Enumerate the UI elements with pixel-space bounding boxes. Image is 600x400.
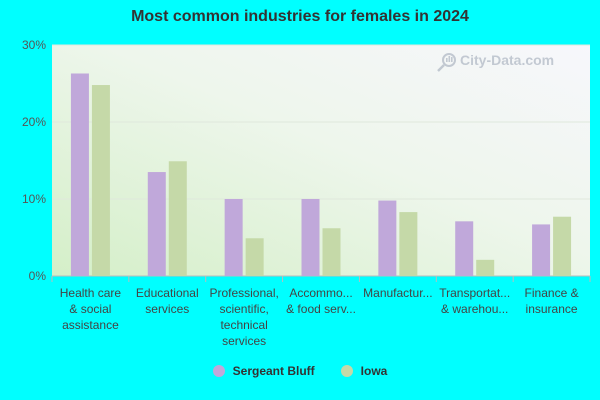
bar-sergeant-bluff — [224, 199, 243, 276]
y-tick-label: 10% — [22, 192, 46, 206]
bar-iowa — [553, 216, 572, 276]
bar-sergeant-bluff — [455, 221, 474, 276]
legend-item-sergeant-bluff: Sergeant Bluff — [212, 364, 315, 378]
bar-iowa — [91, 85, 110, 276]
y-tick-label: 20% — [22, 115, 46, 129]
chart-title: Most common industries for females in 20… — [131, 8, 469, 25]
x-tick-label: Health care — [60, 286, 122, 300]
watermark-logo: City-Data.com — [437, 52, 554, 72]
x-tick-label: services — [222, 334, 266, 348]
x-tick-label: services — [145, 302, 189, 316]
bar-sergeant-bluff — [147, 172, 166, 276]
bars — [70, 73, 572, 277]
x-tick-label: assistance — [62, 318, 119, 332]
bar-iowa — [476, 259, 495, 276]
x-tick-label: & social — [69, 302, 111, 316]
y-tick-labels: 0% 10% 20% 30% — [22, 38, 46, 283]
x-tick-label: Educational — [136, 286, 199, 300]
x-tick-label: Finance & — [525, 286, 579, 300]
y-tick-label: 30% — [22, 38, 46, 52]
x-tick-label: Professional, — [209, 286, 278, 300]
x-tick-label: insurance — [526, 302, 578, 316]
y-tick-label: 0% — [29, 269, 47, 283]
bar-sergeant-bluff — [70, 73, 89, 277]
plot-area — [52, 45, 590, 276]
gridlines — [51, 44, 591, 282]
bar-iowa — [399, 212, 418, 276]
x-tick-label: Accommo... — [289, 286, 352, 300]
bar-sergeant-bluff — [378, 200, 397, 276]
x-tick-label: Transportat... — [439, 286, 510, 300]
legend-label-iowa: Iowa — [360, 364, 388, 378]
legend-item-iowa: Iowa — [340, 364, 388, 378]
legend-label-sergeant-bluff: Sergeant Bluff — [232, 364, 315, 378]
x-tick-label: scientific, — [219, 302, 268, 316]
x-tick-label: & food serv... — [286, 302, 356, 316]
legend-swatch-sergeant-bluff — [212, 365, 225, 377]
bar-iowa — [322, 228, 341, 276]
bar-iowa — [168, 161, 187, 276]
svg-text:City-Data.com: City-Data.com — [460, 52, 554, 68]
x-tick-label: & warehou... — [441, 302, 508, 316]
x-tick-labels: Health care & social assistance Educational… — [60, 286, 579, 348]
x-tick-label: technical — [220, 318, 267, 332]
legend: Sergeant Bluff Iowa — [0, 364, 600, 378]
bar-sergeant-bluff — [301, 199, 320, 276]
bar-sergeant-bluff — [532, 224, 551, 276]
legend-swatch-iowa — [340, 365, 353, 377]
x-tick-label: Manufactur... — [363, 286, 432, 300]
bar-iowa — [245, 238, 264, 276]
